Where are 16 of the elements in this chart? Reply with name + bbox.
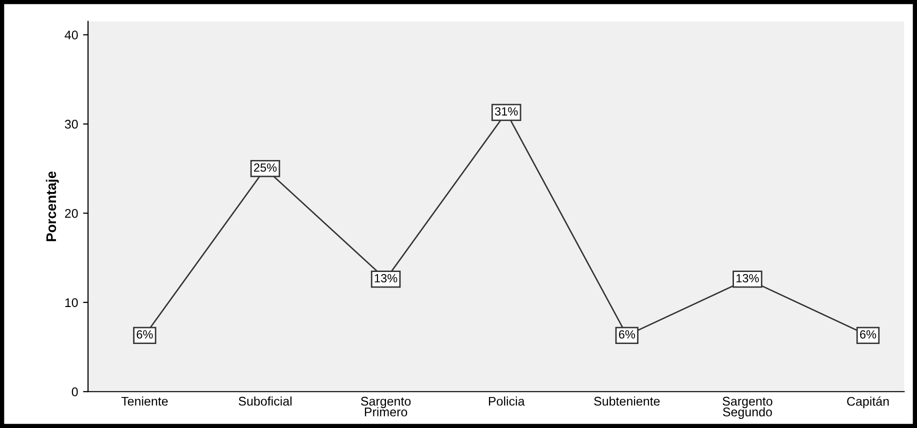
y-axis-title: Porcentaje — [46, 171, 59, 242]
y-tick-label: 10 — [65, 298, 78, 308]
y-tick-label: 20 — [65, 209, 78, 218]
y-tick-label: 40 — [64, 30, 78, 40]
data-label: 6% — [136, 330, 153, 339]
data-label: 6% — [618, 330, 636, 339]
x-tick-label: Sargento Segundo — [722, 396, 772, 419]
x-tick-label: Capitán — [847, 396, 889, 408]
data-label: 6% — [860, 330, 876, 339]
x-tick-label: Subteniente — [594, 396, 660, 406]
x-tick-label: Suboficial — [238, 396, 292, 406]
y-tick-label: 0 — [72, 387, 78, 396]
y-tick-label: 30 — [64, 120, 78, 129]
x-tick-label: Sargento Primero — [360, 396, 411, 416]
x-tick-label: Policia — [488, 396, 525, 406]
x-tick-label: Teniente — [121, 396, 168, 406]
